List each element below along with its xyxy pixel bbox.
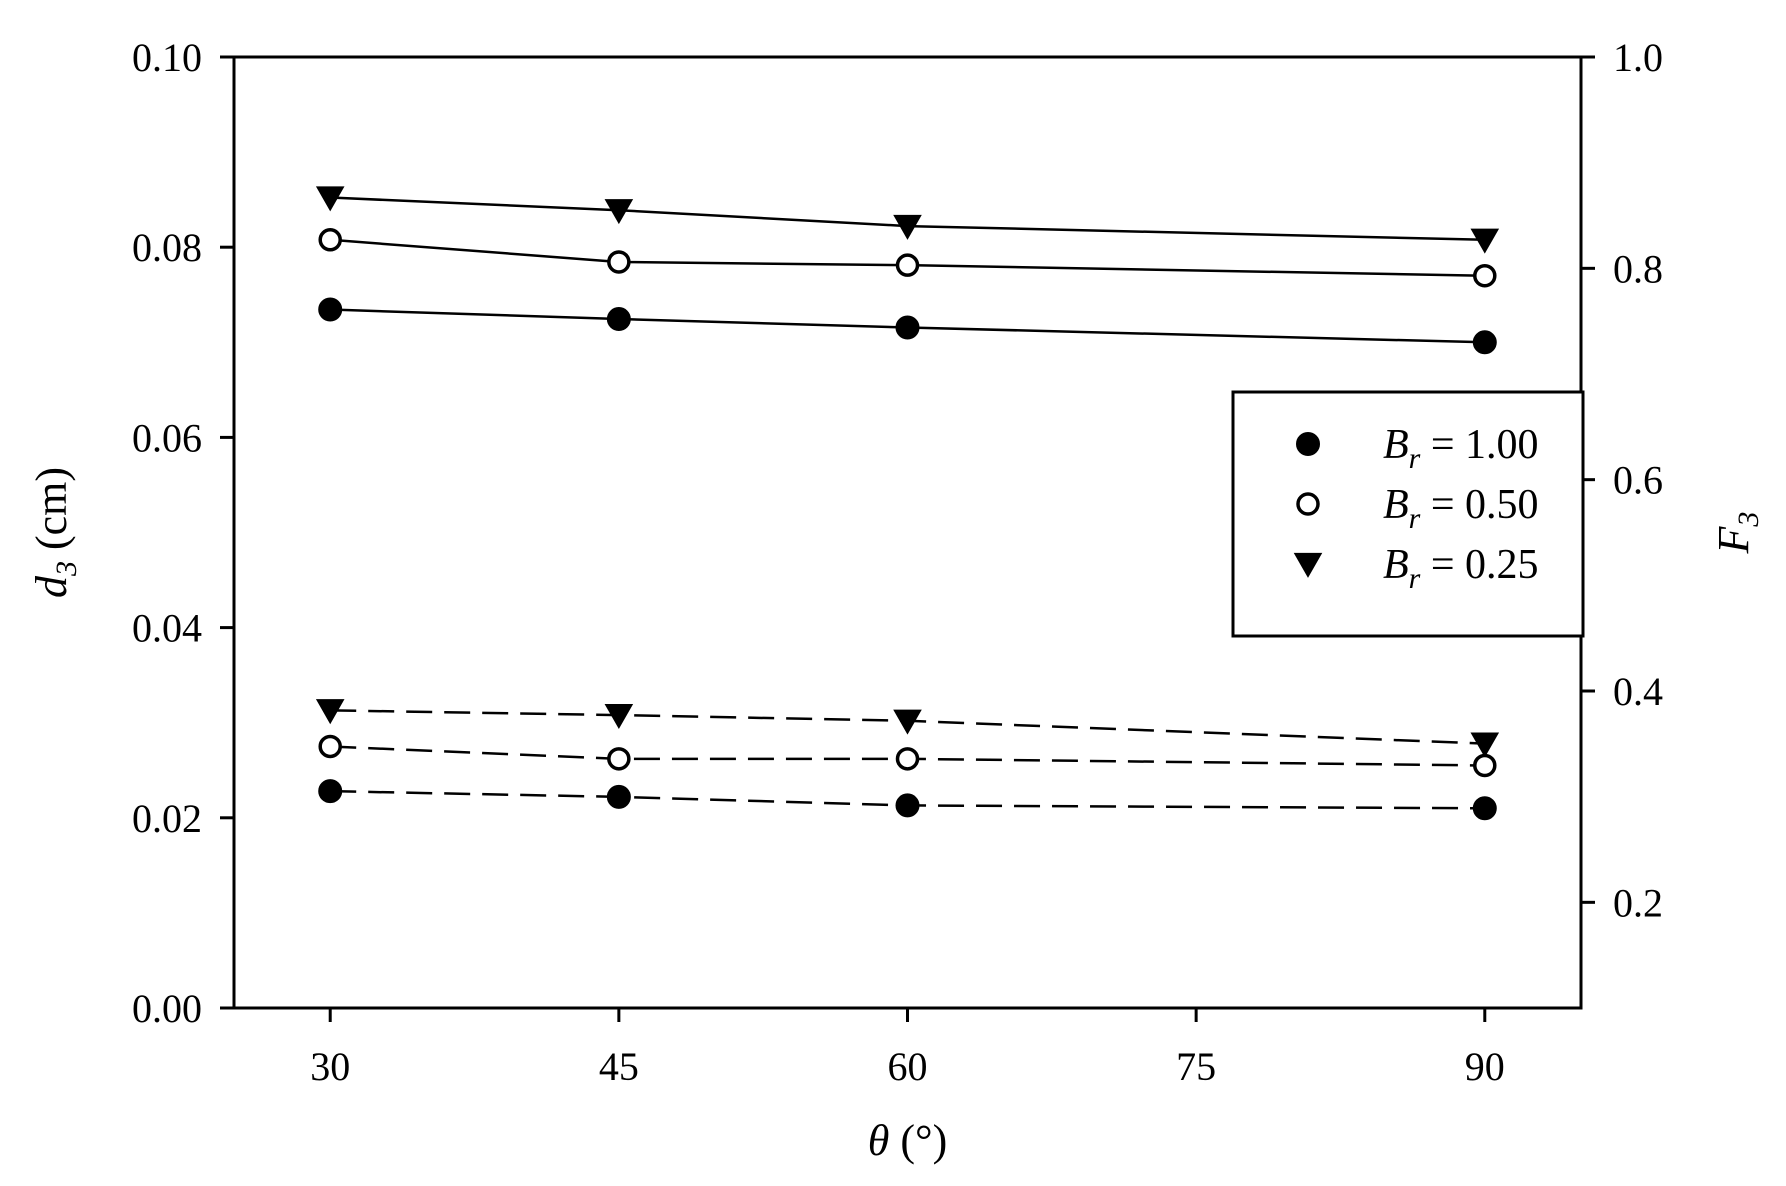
y-left-tick-label: 0.04 (132, 606, 202, 651)
data-point-filled-triangle-down (604, 703, 634, 729)
y-right-tick-label: 0.6 (1613, 458, 1663, 503)
x-tick-label: 90 (1465, 1044, 1505, 1089)
legend-marker-open-circle (1296, 492, 1320, 516)
series-line (330, 196, 1485, 242)
data-point-open-circle (895, 747, 920, 771)
legend-symbol: B (1383, 422, 1409, 468)
y-right-axis-symbol: F (1709, 525, 1758, 554)
data-point-filled-triangle-down (604, 199, 634, 225)
x-tick-label: 45 (599, 1044, 639, 1089)
y-right-axis-subscript: 3 (1732, 512, 1765, 528)
legend-subscript: r (1409, 502, 1421, 535)
series-filled-triangle-down-solid (315, 186, 1500, 254)
y-right-tick-label: 1.0 (1613, 35, 1663, 80)
x-axis-symbol: θ (868, 1116, 890, 1165)
legend-marker-filled-circle (1296, 432, 1320, 456)
series-line (330, 709, 1485, 745)
x-tick-label: 30 (310, 1044, 350, 1089)
legend-subscript: r (1409, 562, 1421, 595)
legend-label: Br = 0.25 (1383, 542, 1539, 595)
legend-subscript: r (1409, 442, 1421, 475)
data-point-filled-circle (318, 297, 343, 322)
y-left-tick-label: 0.00 (132, 986, 202, 1031)
data-point-filled-triangle-down (1470, 732, 1500, 758)
legend-label: Br = 1.00 (1383, 422, 1539, 475)
data-point-filled-triangle-down (1470, 228, 1500, 254)
x-axis-unit: (°) (889, 1116, 947, 1165)
y-left-axis-subscript: 3 (50, 561, 83, 577)
series-filled-circle-dashed (318, 779, 1497, 821)
y-left-tick-label: 0.10 (132, 35, 202, 80)
legend-marker-filled-triangle-down (1293, 552, 1323, 578)
y-left-tick-label: 0.02 (132, 796, 202, 841)
y-left-tick-label: 0.08 (132, 225, 202, 270)
legend-symbol: B (1383, 482, 1409, 528)
legend-box (1231, 390, 1585, 638)
y-left-axis-symbol: d (27, 575, 76, 598)
data-point-filled-circle (318, 779, 343, 804)
series-open-circle-solid (318, 228, 1497, 288)
legend-label: Br = 0.50 (1383, 482, 1539, 535)
y-right-axis-title: F3 (1709, 512, 1765, 555)
y-left-axis-unit: (cm) (27, 467, 76, 561)
data-point-open-circle (895, 253, 920, 277)
data-point-open-circle (1473, 753, 1497, 778)
data-point-filled-triangle-down (893, 214, 922, 240)
data-point-filled-triangle-down (893, 709, 922, 735)
data-point-filled-circle (606, 784, 631, 809)
data-point-filled-circle (895, 793, 920, 818)
data-point-open-circle (1473, 263, 1497, 288)
series-line (330, 745, 1485, 767)
data-point-open-circle (607, 250, 631, 274)
data-point-filled-triangle-down (315, 186, 345, 212)
series-filled-triangle-down-dashed (315, 699, 1500, 758)
data-point-filled-circle (895, 315, 920, 340)
series-line (330, 308, 1485, 344)
series-filled-circle-solid (318, 297, 1497, 355)
data-point-open-circle (318, 734, 342, 759)
y-left-tick-label: 0.06 (132, 415, 202, 460)
axes-layer: 30 45 60 75 90 0.00 0.02 0.04 0.06 0.08 0.10 0.2 0.4… (27, 35, 1765, 1165)
legend-value: = 1.00 (1420, 422, 1538, 468)
data-point-open-circle (318, 228, 342, 252)
series-line (330, 789, 1485, 810)
data-point-filled-circle (606, 307, 631, 332)
y-right-tick-label: 0.8 (1613, 246, 1663, 291)
legend-value: = 0.50 (1420, 482, 1538, 528)
data-point-open-circle (607, 747, 631, 771)
x-tick-label: 60 (888, 1044, 928, 1089)
y-right-tick-label: 0.2 (1613, 880, 1663, 925)
data-point-filled-triangle-down (315, 699, 345, 725)
y-right-tick-label: 0.4 (1613, 669, 1663, 714)
legend-value: = 0.25 (1420, 542, 1538, 588)
data-point-filled-circle (1472, 796, 1497, 821)
series-layer (315, 186, 1500, 821)
x-tick-label: 75 (1176, 1044, 1216, 1089)
y-left-axis-title: d3 (cm) (27, 467, 83, 598)
legend-symbol: B (1383, 542, 1409, 588)
series-open-circle-dashed (318, 734, 1497, 778)
data-point-filled-circle (1472, 330, 1497, 355)
series-line (330, 238, 1485, 277)
x-axis-title: θ (°) (868, 1116, 948, 1165)
